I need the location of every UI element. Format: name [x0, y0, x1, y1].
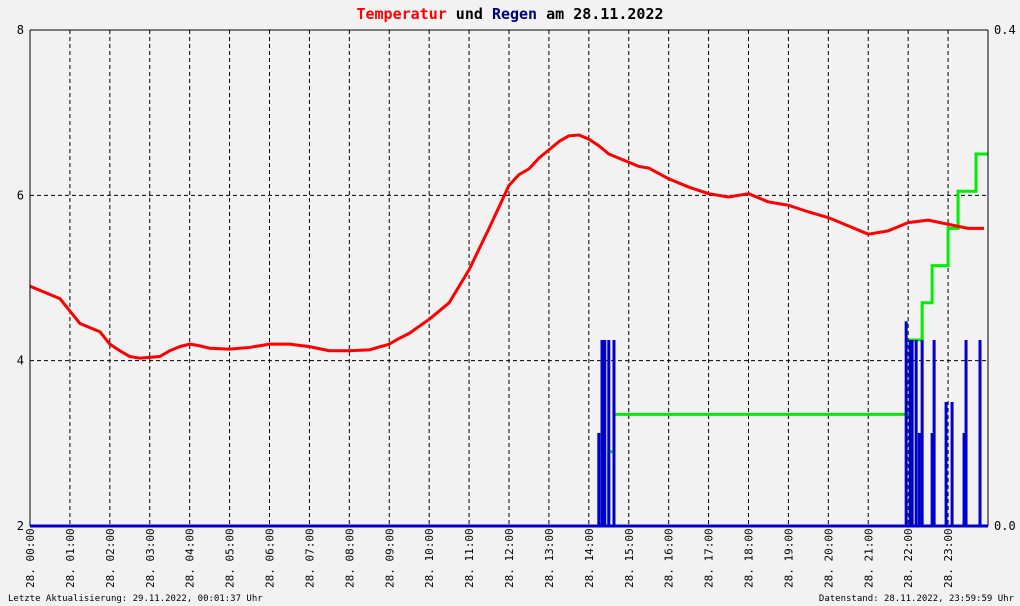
x-tick-label: 28. 18:00	[743, 528, 756, 588]
chart-title: Temperatur und Regen am 28.11.2022	[356, 5, 663, 23]
x-tick-label: 28. 11:00	[463, 528, 476, 588]
x-tick-label: 28. 01:00	[64, 528, 77, 588]
right-y-tick-label: 0.4	[994, 23, 1016, 37]
x-tick-label: 28. 20:00	[822, 528, 835, 588]
x-tick-label: 28. 22:00	[902, 528, 915, 588]
x-tick-label: 28. 00:00	[24, 528, 37, 588]
x-tick-label: 28. 03:00	[144, 528, 157, 588]
temperature-line	[29, 133, 985, 360]
temperature-series	[29, 133, 985, 360]
x-tick-label: 28. 05:00	[224, 528, 237, 588]
x-tick-label: 28. 06:00	[264, 528, 277, 588]
x-tick-label: 28. 23:00	[942, 528, 955, 588]
rain-bars-series	[597, 321, 982, 526]
x-tick-label: 28. 16:00	[663, 528, 676, 588]
grid-lines	[30, 30, 988, 526]
left-y-tick-label: 8	[17, 23, 24, 37]
left-y-tick-labels: 2 4 6 8	[17, 23, 24, 533]
x-tick-label: 28. 14:00	[583, 528, 596, 588]
x-tick-label: 28. 10:00	[423, 528, 436, 588]
title-part-1: und	[447, 5, 492, 23]
axes	[29, 29, 989, 528]
x-tick-label: 28. 15:00	[623, 528, 636, 588]
x-tick-label: 28. 13:00	[543, 528, 556, 588]
x-tick-label: 28. 02:00	[104, 528, 117, 588]
x-tick-label: 28. 19:00	[782, 528, 795, 588]
x-tick-label: 28. 21:00	[862, 528, 875, 588]
title-part-2: Regen	[492, 5, 537, 23]
right-y-tick-labels: 0.0 0.4	[994, 23, 1016, 533]
title-part-0: Temperatur	[356, 5, 446, 23]
right-y-tick-label: 0.0	[994, 519, 1016, 533]
x-tick-label: 28. 12:00	[503, 528, 516, 588]
x-tick-label: 28. 04:00	[184, 528, 197, 588]
x-tick-label: 28. 09:00	[383, 528, 396, 588]
x-tick-label: 28. 07:00	[303, 528, 316, 588]
title-part-3: am 28.11.2022	[537, 5, 663, 23]
x-tick-label: 28. 08:00	[343, 528, 356, 588]
x-tick-label: 28. 17:00	[703, 528, 716, 588]
x-tick-labels: 28. 00:00 28. 01:00 28. 02:00 28. 03:00 28. …	[24, 528, 955, 588]
left-y-tick-label: 6	[17, 188, 24, 202]
left-y-tick-label: 4	[17, 354, 24, 368]
left-y-tick-label: 2	[17, 519, 24, 533]
last-update-text: Letzte Aktualisierung: 29.11.2022, 00:01…	[8, 594, 263, 604]
data-state-text: Datenstand: 28.11.2022, 23:59:59 Uhr	[819, 594, 1015, 604]
